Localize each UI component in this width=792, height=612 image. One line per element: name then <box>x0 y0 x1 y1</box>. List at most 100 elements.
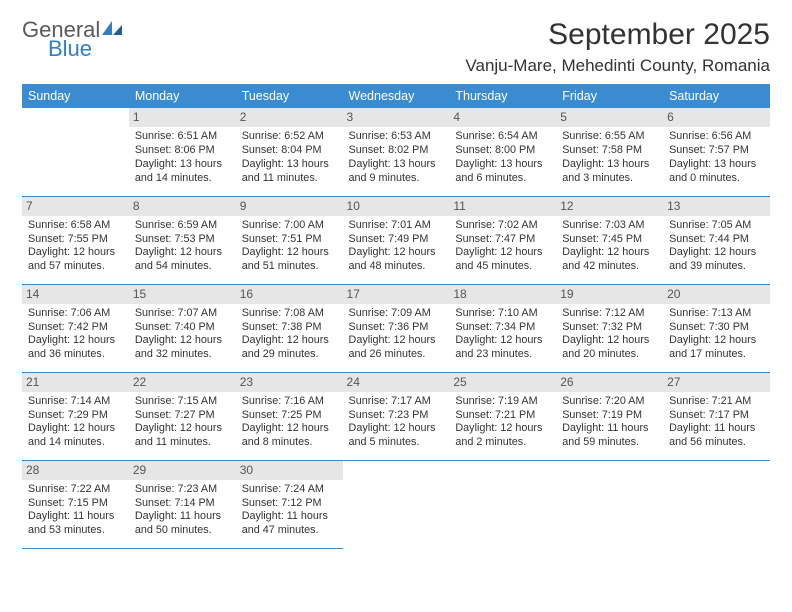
sunrise-text: Sunrise: 7:21 AM <box>669 395 764 409</box>
day-number: 16 <box>236 285 343 304</box>
sunrise-text: Sunrise: 7:07 AM <box>135 307 230 321</box>
calendar-week-row: 21Sunrise: 7:14 AMSunset: 7:29 PMDayligh… <box>22 372 770 460</box>
day-number: 3 <box>343 108 450 127</box>
sunset-text: Sunset: 7:19 PM <box>562 409 657 423</box>
day-number: 10 <box>343 197 450 216</box>
sunset-text: Sunset: 7:14 PM <box>135 497 230 511</box>
sunset-text: Sunset: 8:00 PM <box>455 144 550 158</box>
daylight-text: Daylight: 12 hours and 2 minutes. <box>455 422 550 450</box>
calendar-day-cell: 23 Sunrise: 7:16 AMSunset: 7:25 PMDayligh… <box>236 372 343 460</box>
sunrise-text: Sunrise: 7:01 AM <box>349 219 444 233</box>
day-number: 15 <box>129 285 236 304</box>
day-number: 30 <box>236 461 343 480</box>
daylight-text: Daylight: 11 hours and 56 minutes. <box>669 422 764 450</box>
sunrise-text: Sunrise: 7:09 AM <box>349 307 444 321</box>
calendar-day-cell: 27 Sunrise: 7:21 AMSunset: 7:17 PMDayligh… <box>663 372 770 460</box>
calendar-day-cell: 11Sunrise: 7:02 AMSunset: 7:47 PMDayligh… <box>449 196 556 284</box>
sunset-text: Sunset: 7:30 PM <box>669 321 764 335</box>
day-number: 7 <box>22 197 129 216</box>
sunset-text: Sunset: 7:21 PM <box>455 409 550 423</box>
day-number: 23 <box>236 373 343 392</box>
day-number: 28 <box>22 461 129 480</box>
sunset-text: Sunset: 7:58 PM <box>562 144 657 158</box>
day-number: 25 <box>449 373 556 392</box>
sunset-text: Sunset: 7:25 PM <box>242 409 337 423</box>
sunset-text: Sunset: 8:06 PM <box>135 144 230 158</box>
calendar-day-cell: 26 Sunrise: 7:20 AMSunset: 7:19 PMDayligh… <box>556 372 663 460</box>
sunrise-text: Sunrise: 7:14 AM <box>28 395 123 409</box>
calendar-day-cell: 3Sunrise: 6:53 AMSunset: 8:02 PMDaylight… <box>343 108 450 196</box>
sunset-text: Sunset: 7:23 PM <box>349 409 444 423</box>
day-number: 27 <box>663 373 770 392</box>
day-number: 13 <box>663 197 770 216</box>
month-title: September 2025 <box>465 18 770 52</box>
sunset-text: Sunset: 7:12 PM <box>242 497 337 511</box>
sunrise-text: Sunrise: 7:17 AM <box>349 395 444 409</box>
day-number: 29 <box>129 461 236 480</box>
sunset-text: Sunset: 7:49 PM <box>349 233 444 247</box>
calendar-day-cell: 16Sunrise: 7:08 AMSunset: 7:38 PMDayligh… <box>236 284 343 372</box>
day-number: 2 <box>236 108 343 127</box>
sunset-text: Sunset: 7:53 PM <box>135 233 230 247</box>
day-header: Monday <box>129 84 236 108</box>
location-subtitle: Vanju-Mare, Mehedinti County, Romania <box>465 56 770 76</box>
day-number: 26 <box>556 373 663 392</box>
daylight-text: Daylight: 12 hours and 32 minutes. <box>135 334 230 362</box>
daylight-text: Daylight: 13 hours and 6 minutes. <box>455 158 550 186</box>
calendar-empty-cell <box>556 460 663 548</box>
day-number: 1 <box>129 108 236 127</box>
sunset-text: Sunset: 7:45 PM <box>562 233 657 247</box>
sunrise-text: Sunrise: 7:23 AM <box>135 483 230 497</box>
calendar-table: SundayMondayTuesdayWednesdayThursdayFrid… <box>22 84 770 549</box>
sunrise-text: Sunrise: 7:16 AM <box>242 395 337 409</box>
daylight-text: Daylight: 12 hours and 8 minutes. <box>242 422 337 450</box>
logo-sail-icon <box>102 18 124 41</box>
sunset-text: Sunset: 7:29 PM <box>28 409 123 423</box>
day-number: 4 <box>449 108 556 127</box>
sunrise-text: Sunrise: 7:20 AM <box>562 395 657 409</box>
calendar-empty-cell <box>449 460 556 548</box>
brand-logo: General Blue <box>22 18 124 60</box>
sunset-text: Sunset: 7:51 PM <box>242 233 337 247</box>
calendar-empty-cell <box>22 108 129 196</box>
day-number: 24 <box>343 373 450 392</box>
day-header: Sunday <box>22 84 129 108</box>
calendar-day-cell: 10Sunrise: 7:01 AMSunset: 7:49 PMDayligh… <box>343 196 450 284</box>
sunset-text: Sunset: 7:38 PM <box>242 321 337 335</box>
daylight-text: Daylight: 12 hours and 11 minutes. <box>135 422 230 450</box>
sunset-text: Sunset: 7:47 PM <box>455 233 550 247</box>
day-header: Thursday <box>449 84 556 108</box>
sunrise-text: Sunrise: 7:15 AM <box>135 395 230 409</box>
sunset-text: Sunset: 7:34 PM <box>455 321 550 335</box>
daylight-text: Daylight: 13 hours and 3 minutes. <box>562 158 657 186</box>
daylight-text: Daylight: 12 hours and 54 minutes. <box>135 246 230 274</box>
daylight-text: Daylight: 13 hours and 0 minutes. <box>669 158 764 186</box>
day-number: 6 <box>663 108 770 127</box>
daylight-text: Daylight: 13 hours and 14 minutes. <box>135 158 230 186</box>
sunrise-text: Sunrise: 6:53 AM <box>349 130 444 144</box>
sunset-text: Sunset: 7:17 PM <box>669 409 764 423</box>
calendar-empty-cell <box>663 460 770 548</box>
sunrise-text: Sunrise: 6:54 AM <box>455 130 550 144</box>
daylight-text: Daylight: 12 hours and 5 minutes. <box>349 422 444 450</box>
day-number: 11 <box>449 197 556 216</box>
calendar-day-cell: 8Sunrise: 6:59 AMSunset: 7:53 PMDaylight… <box>129 196 236 284</box>
sunrise-text: Sunrise: 7:24 AM <box>242 483 337 497</box>
daylight-text: Daylight: 12 hours and 51 minutes. <box>242 246 337 274</box>
sunrise-text: Sunrise: 6:52 AM <box>242 130 337 144</box>
calendar-day-cell: 4 Sunrise: 6:54 AMSunset: 8:00 PMDaylight… <box>449 108 556 196</box>
daylight-text: Daylight: 12 hours and 57 minutes. <box>28 246 123 274</box>
daylight-text: Daylight: 11 hours and 59 minutes. <box>562 422 657 450</box>
sunrise-text: Sunrise: 6:58 AM <box>28 219 123 233</box>
sunrise-text: Sunrise: 7:08 AM <box>242 307 337 321</box>
calendar-week-row: 14Sunrise: 7:06 AMSunset: 7:42 PMDayligh… <box>22 284 770 372</box>
sunrise-text: Sunrise: 6:59 AM <box>135 219 230 233</box>
calendar-day-cell: 7Sunrise: 6:58 AMSunset: 7:55 PMDaylight… <box>22 196 129 284</box>
sunrise-text: Sunrise: 7:10 AM <box>455 307 550 321</box>
sunset-text: Sunset: 7:42 PM <box>28 321 123 335</box>
calendar-day-cell: 22Sunrise: 7:15 AMSunset: 7:27 PMDayligh… <box>129 372 236 460</box>
calendar-day-cell: 25Sunrise: 7:19 AMSunset: 7:21 PMDayligh… <box>449 372 556 460</box>
daylight-text: Daylight: 12 hours and 23 minutes. <box>455 334 550 362</box>
sunset-text: Sunset: 8:04 PM <box>242 144 337 158</box>
page-header: General Blue September 2025 Vanju-Mare, … <box>22 18 770 76</box>
